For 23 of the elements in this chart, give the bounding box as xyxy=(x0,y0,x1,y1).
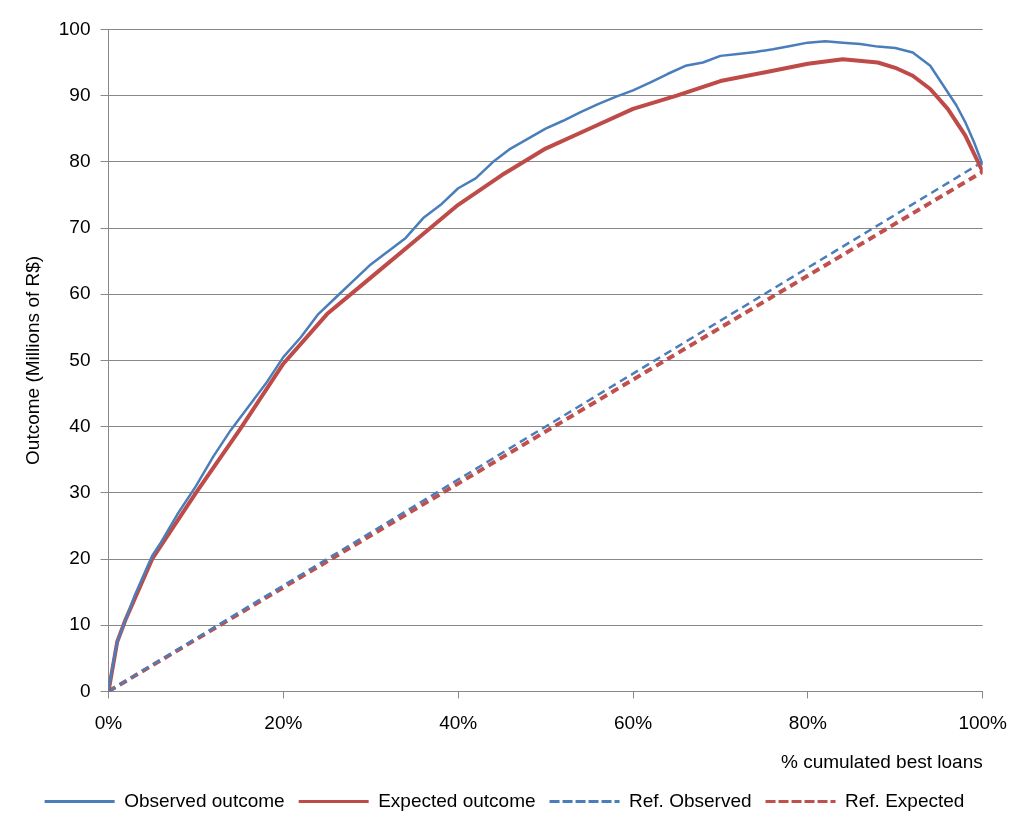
x-tick-label: 40% xyxy=(439,712,478,734)
x-tick-label: 20% xyxy=(264,712,303,734)
legend-label: Ref. Expected xyxy=(845,789,965,811)
x-tick-label: 80% xyxy=(788,712,827,734)
x-tick-label: 100% xyxy=(958,712,1008,734)
y-tick-label: 30 xyxy=(69,481,91,503)
legend-label: Observed outcome xyxy=(124,789,285,811)
y-tick-label: 80 xyxy=(69,150,91,172)
y-tick-label: 90 xyxy=(69,83,91,105)
legend-label: Ref. Observed xyxy=(629,789,752,811)
y-tick-label: 100 xyxy=(58,17,91,39)
y-tick-label: 20 xyxy=(69,547,91,569)
y-tick-label: 50 xyxy=(69,348,91,370)
x-tick-label: 60% xyxy=(614,712,653,734)
y-tick-label: 10 xyxy=(69,613,91,635)
y-tick-label: 70 xyxy=(69,216,91,238)
y-axis-title: Outcome (Millions of R$) xyxy=(21,255,43,465)
x-tick-label: 0% xyxy=(94,712,123,734)
y-tick-label: 0 xyxy=(79,679,91,701)
y-tick-label: 60 xyxy=(69,282,91,304)
y-tick-label: 40 xyxy=(69,414,91,436)
legend-label: Expected outcome xyxy=(378,789,536,811)
x-axis-title: % cumulated best loans xyxy=(780,750,983,772)
